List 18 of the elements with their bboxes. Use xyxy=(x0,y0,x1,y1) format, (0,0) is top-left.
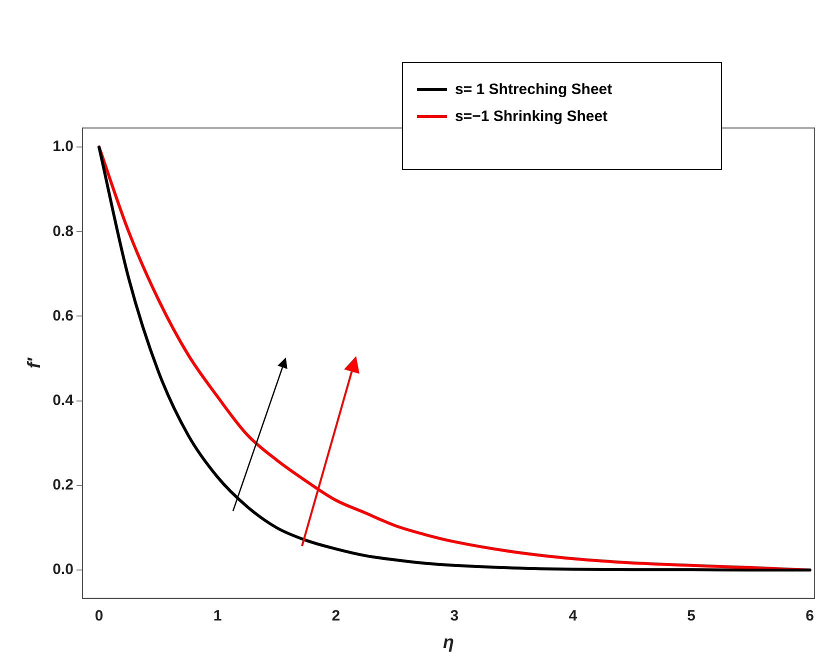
x-tick-label: 5 xyxy=(687,608,696,625)
y-axis-title: f′ xyxy=(24,357,44,368)
y-tick-label: 0.2 xyxy=(52,476,74,494)
x-axis-title: η xyxy=(443,632,454,652)
y-tick-label: 1.0 xyxy=(52,138,74,156)
legend-label: s= 1 Shtreching Sheet xyxy=(455,81,612,98)
y-tick-label: 0.8 xyxy=(52,222,74,240)
legend-label: s=−1 Shrinking Sheet xyxy=(455,108,608,125)
x-tick-label: 2 xyxy=(332,608,340,625)
y-tick-label: 0.4 xyxy=(52,392,74,409)
x-tick-label: 6 xyxy=(806,608,814,625)
x-tick-label: 4 xyxy=(568,608,578,625)
y-tick-label: 0.6 xyxy=(52,307,74,324)
x-tick-label: 0 xyxy=(94,608,104,625)
y-tick-label: 0.0 xyxy=(52,561,74,578)
line-series xyxy=(98,146,812,572)
x-tick-label: 3 xyxy=(450,608,459,625)
x-tick-label: 1 xyxy=(213,608,222,625)
